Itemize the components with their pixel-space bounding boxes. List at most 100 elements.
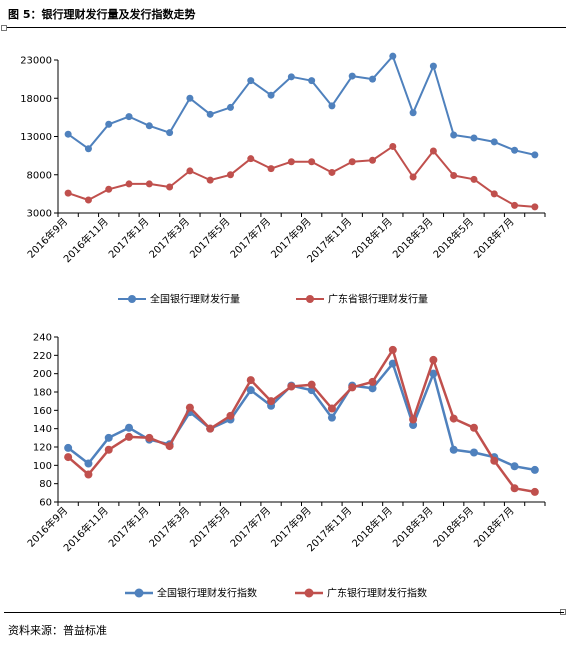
data-point xyxy=(450,131,458,139)
data-point xyxy=(166,183,174,191)
data-point xyxy=(369,75,377,83)
data-point xyxy=(429,147,437,155)
data-point xyxy=(409,421,418,429)
legend-marker xyxy=(306,295,314,303)
y-tick-label: 18000 xyxy=(20,94,52,105)
data-point xyxy=(510,484,519,493)
data-point xyxy=(348,383,357,392)
data-point xyxy=(246,376,255,385)
data-point xyxy=(429,62,437,70)
data-point xyxy=(328,168,336,176)
data-point xyxy=(328,102,336,110)
data-point xyxy=(369,156,377,164)
data-point xyxy=(470,134,478,142)
x-tick-label: 2018年1月 xyxy=(349,504,395,550)
data-point xyxy=(267,397,276,406)
data-point xyxy=(64,130,72,138)
data-point xyxy=(186,167,194,175)
data-point xyxy=(409,173,417,181)
data-point xyxy=(125,180,133,188)
y-tick-label: 220 xyxy=(33,351,52,362)
data-point xyxy=(449,445,458,454)
y-tick-label: 180 xyxy=(33,388,52,399)
data-point xyxy=(287,158,295,166)
data-point xyxy=(145,433,154,442)
data-point xyxy=(530,487,539,496)
data-point xyxy=(348,72,356,80)
series-line-1 xyxy=(67,362,536,472)
x-tick-label: 2018年5月 xyxy=(430,504,476,550)
data-point xyxy=(510,462,519,471)
data-point xyxy=(84,196,92,204)
data-point xyxy=(389,142,397,150)
x-tick-label: 2017年3月 xyxy=(146,504,192,550)
data-point xyxy=(490,138,498,146)
x-tick-label: 2016年9月 xyxy=(24,504,70,550)
legend-marker xyxy=(128,295,136,303)
y-tick-label: 140 xyxy=(33,424,52,435)
data-point xyxy=(206,176,214,184)
data-point xyxy=(64,443,73,452)
data-point xyxy=(246,386,255,395)
series-line-2 xyxy=(67,348,536,494)
legend-label: 广东省银行理财发行量 xyxy=(328,293,428,306)
data-point xyxy=(389,52,397,60)
bottom-divider xyxy=(4,612,564,613)
data-point xyxy=(84,145,92,153)
data-point xyxy=(469,423,478,432)
data-point xyxy=(84,459,93,468)
data-point xyxy=(125,423,134,432)
data-point xyxy=(247,155,255,163)
source-note: 资料来源：普益标准 xyxy=(8,624,107,637)
data-point xyxy=(368,384,377,393)
data-point xyxy=(469,448,478,457)
x-tick-label: 2018年3月 xyxy=(390,504,436,550)
data-point xyxy=(429,369,438,378)
corner-marker xyxy=(1,25,7,31)
y-tick-label: 13000 xyxy=(20,132,52,143)
data-point xyxy=(388,345,397,354)
data-point xyxy=(429,355,438,364)
data-point xyxy=(307,380,316,389)
y-tick-label: 60 xyxy=(39,498,52,509)
y-tick-label: 200 xyxy=(33,369,52,380)
data-point xyxy=(530,465,539,474)
data-point xyxy=(104,445,113,454)
data-point xyxy=(206,424,215,433)
data-point xyxy=(388,359,397,368)
y-tick-label: 80 xyxy=(39,479,52,490)
y-tick-label: 3000 xyxy=(27,209,52,220)
data-point xyxy=(105,120,113,128)
data-point xyxy=(226,411,235,420)
legend-label: 全国银行理财发行指数 xyxy=(157,587,257,600)
legend-marker xyxy=(304,588,314,598)
data-point xyxy=(531,203,539,211)
data-point xyxy=(348,158,356,166)
data-point xyxy=(287,73,295,81)
data-point xyxy=(186,94,194,102)
data-point xyxy=(104,433,113,442)
data-point xyxy=(165,442,174,451)
data-point xyxy=(267,91,275,99)
y-tick-label: 160 xyxy=(33,406,52,417)
data-point xyxy=(166,129,174,137)
x-tick-label: 2018年7月 xyxy=(471,504,517,550)
data-point xyxy=(511,201,519,209)
y-tick-label: 240 xyxy=(33,333,52,344)
y-tick-label: 23000 xyxy=(20,56,52,67)
data-point xyxy=(105,185,113,193)
x-tick-label: 2017年5月 xyxy=(187,504,233,550)
data-point xyxy=(511,146,519,154)
data-point xyxy=(226,171,234,179)
data-point xyxy=(308,77,316,85)
data-point xyxy=(327,413,336,422)
data-point xyxy=(84,470,93,479)
data-point xyxy=(490,456,499,465)
data-point xyxy=(409,415,418,424)
legend-marker xyxy=(134,588,144,598)
data-point xyxy=(368,377,377,386)
data-point xyxy=(470,175,478,183)
data-point xyxy=(449,414,458,423)
data-point xyxy=(125,432,134,441)
